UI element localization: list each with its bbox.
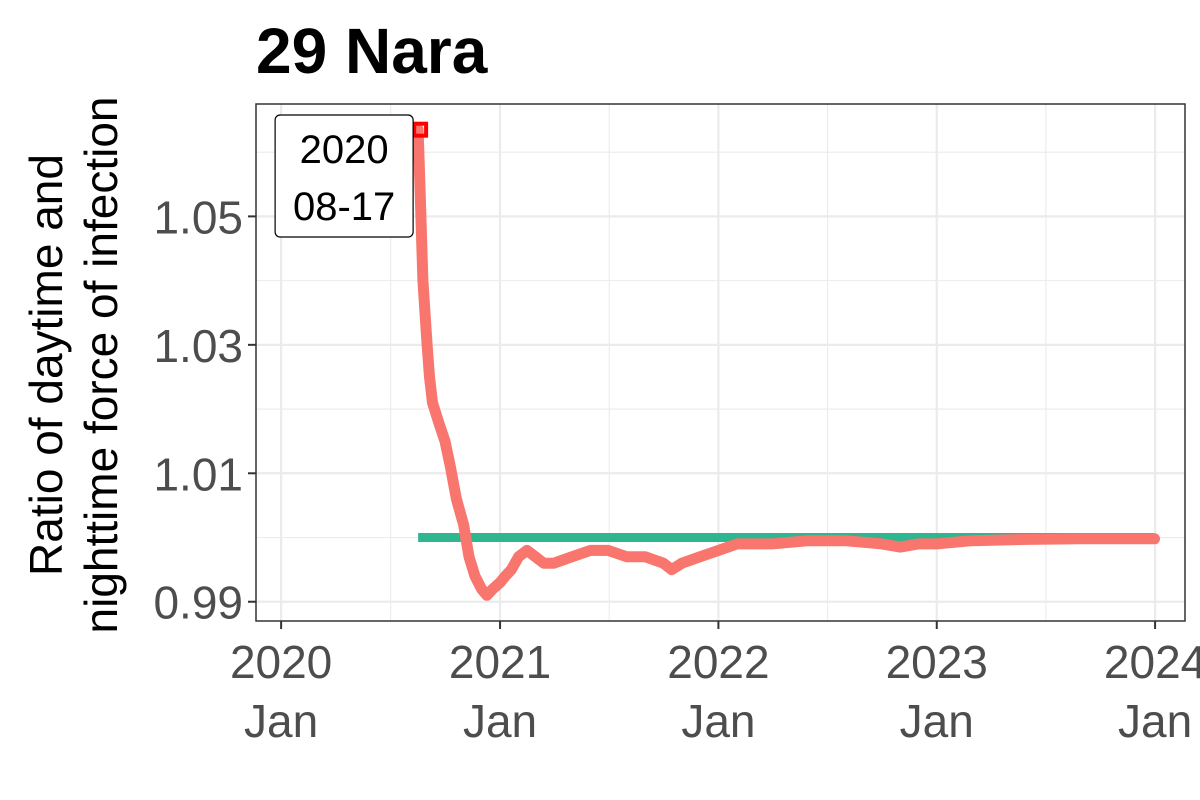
x-tick-label-year: 2023 bbox=[886, 636, 988, 688]
x-tick-label-month: Jan bbox=[681, 695, 755, 747]
series-layer bbox=[412, 124, 1160, 601]
y-tick-label: 1.01 bbox=[153, 448, 243, 500]
annotation-marker bbox=[412, 121, 429, 138]
x-tick-label-month: Jan bbox=[244, 695, 318, 747]
x-tick-label-month: Jan bbox=[463, 695, 537, 747]
x-tick-label-year: 2021 bbox=[449, 636, 551, 688]
y-tick-label: 0.99 bbox=[153, 577, 243, 629]
y-axis-label-line-1: Ratio of daytime and bbox=[20, 154, 72, 576]
annotation-box bbox=[274, 114, 414, 238]
panel-border bbox=[255, 103, 1186, 622]
y-axis: 0.99 1.01 1.03 1.05 bbox=[153, 191, 256, 629]
x-tick-label-year: 2022 bbox=[667, 636, 769, 688]
y-tick-label: 1.05 bbox=[153, 191, 243, 243]
series-line-0 bbox=[412, 124, 1160, 601]
annotation-label-line-1: 2020 bbox=[300, 128, 389, 172]
x-axis: 2020 Jan 2021 Jan 2022 Jan 2023 Jan 2024 Jan bbox=[230, 621, 1200, 747]
x-tick-label-month: Jan bbox=[1118, 695, 1192, 747]
y-axis-label: Ratio of daytime and nighttime force of … bbox=[20, 97, 127, 634]
annotation-layer: 2020 08-17 bbox=[274, 114, 429, 238]
x-tick-label-month: Jan bbox=[900, 695, 974, 747]
y-axis-label-line-2: nighttime force of infection bbox=[75, 97, 127, 634]
x-tick-label-year: 2024 bbox=[1104, 636, 1200, 688]
x-tick-label-year: 2020 bbox=[230, 636, 332, 688]
chart-title: 29 Nara bbox=[256, 15, 488, 87]
y-tick-label: 1.03 bbox=[153, 320, 243, 372]
annotation-label-line-2: 08-17 bbox=[293, 185, 395, 229]
